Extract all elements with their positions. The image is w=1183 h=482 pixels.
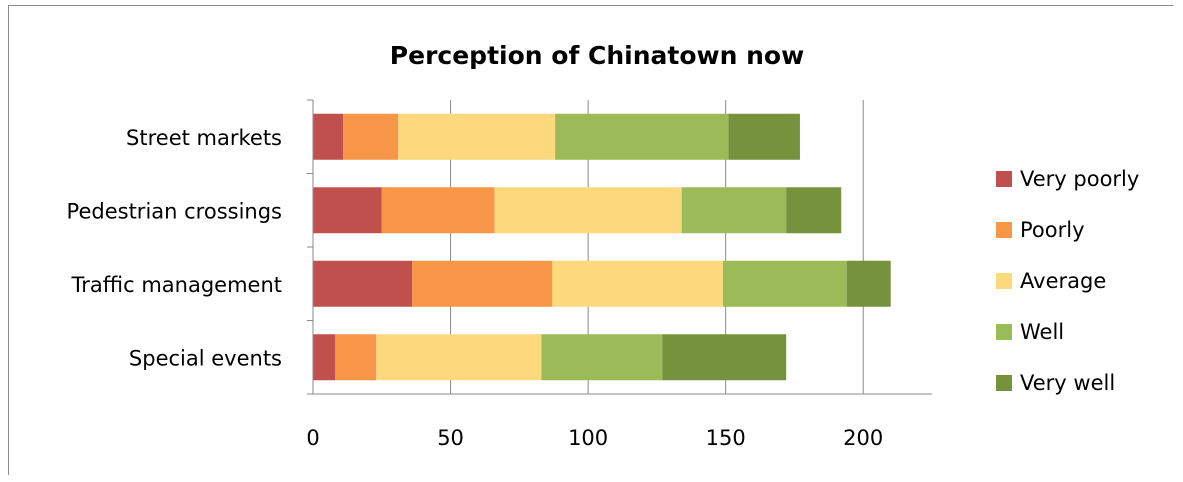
legend-swatch [996,375,1012,391]
bar-segment [786,187,842,234]
legend-label: Poorly [1020,218,1085,242]
x-tick-label: 0 [306,426,319,450]
legend-label: Very well [1020,371,1115,395]
bar-segment [313,187,382,234]
bar-segment [555,113,729,160]
bar-segment [412,260,553,307]
x-tick-labels: 0 50 100 150 200 [306,426,883,450]
bars [313,113,891,381]
category-label: Traffic management [71,273,282,297]
category-label: Special events [129,346,282,370]
axes [307,99,932,395]
x-tick-label: 200 [843,426,883,450]
legend-swatch [996,171,1012,187]
bar-segment [335,334,377,381]
legend-label: Average [1020,269,1106,293]
category-label: Pedestrian crossings [67,199,282,223]
legend-swatch [996,324,1012,340]
legend-label: Well [1020,320,1064,344]
category-label: Street markets [126,126,282,150]
category-labels: Street markets Pedestrian crossings Traffi… [67,126,282,371]
x-tick-label: 100 [568,426,608,450]
bar-segment [398,113,556,160]
bar-segment [494,187,682,234]
legend-swatch [996,222,1012,238]
bar-segment [552,260,723,307]
bar-segment [376,334,542,381]
bar-segment [313,113,344,160]
bar-segment [541,334,663,381]
legend-swatch [996,273,1012,289]
bar-segment [662,334,787,381]
bar-segment [313,260,413,307]
legend: Very poorly Poorly Average Well Very well [996,167,1139,395]
x-tick-label: 50 [437,426,464,450]
x-tick-label: 150 [706,426,746,450]
chart-frame [8,5,1173,475]
bar-segment [846,260,891,307]
bar-segment [722,260,847,307]
legend-label: Very poorly [1020,167,1139,191]
chart-title: Perception of Chinatown now [390,41,804,70]
bar-segment [681,187,787,234]
bar-segment [343,113,399,160]
bar-segment [728,113,800,160]
bar-segment [381,187,495,234]
bar-segment [313,334,336,381]
